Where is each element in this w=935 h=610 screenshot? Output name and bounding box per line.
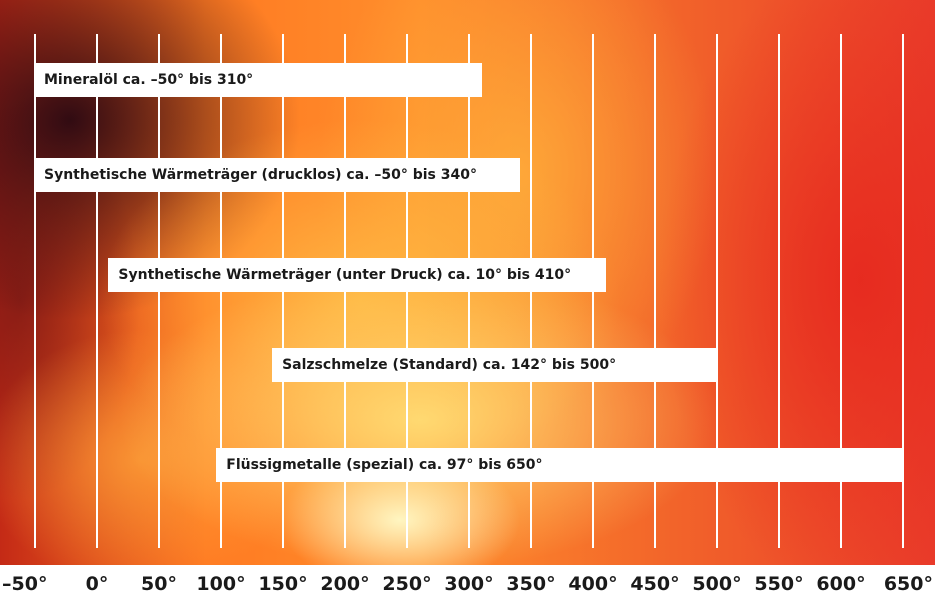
x-tick-label: 100°: [196, 573, 246, 595]
range-bar: Synthetische Wärmeträger (drucklos) ca. …: [34, 158, 520, 192]
range-bar: Mineralöl ca. –50° bis 310°: [34, 63, 483, 97]
x-tick-label: 300°: [444, 573, 494, 595]
x-axis-ticks: –50° 0° 50° 100° 150° 200° 250° 300° 350° 400° 450…: [0, 565, 935, 610]
range-bar: Flüssigmetalle (spezial) ca. 97° bis 650…: [216, 448, 904, 482]
x-tick-label: 200°: [320, 573, 370, 595]
x-tick-label: 150°: [258, 573, 308, 595]
x-tick-label: 550°: [754, 573, 804, 595]
range-bar: Synthetische Wärmeträger (unter Druck) c…: [108, 258, 607, 292]
x-tick-label: 500°: [692, 573, 742, 595]
x-tick-label: 250°: [382, 573, 432, 595]
x-tick-label: 50°: [141, 573, 177, 595]
x-tick-label: 600°: [816, 573, 866, 595]
x-tick-label: 650°: [883, 573, 933, 595]
x-tick-label: 400°: [568, 573, 618, 595]
x-tick-label: 450°: [630, 573, 680, 595]
x-tick-label: –50°: [2, 573, 48, 595]
range-bar: Salzschmelze (Standard) ca. 142° bis 500…: [272, 348, 718, 382]
x-tick-label: 0°: [85, 573, 109, 595]
x-tick-label: 350°: [506, 573, 556, 595]
